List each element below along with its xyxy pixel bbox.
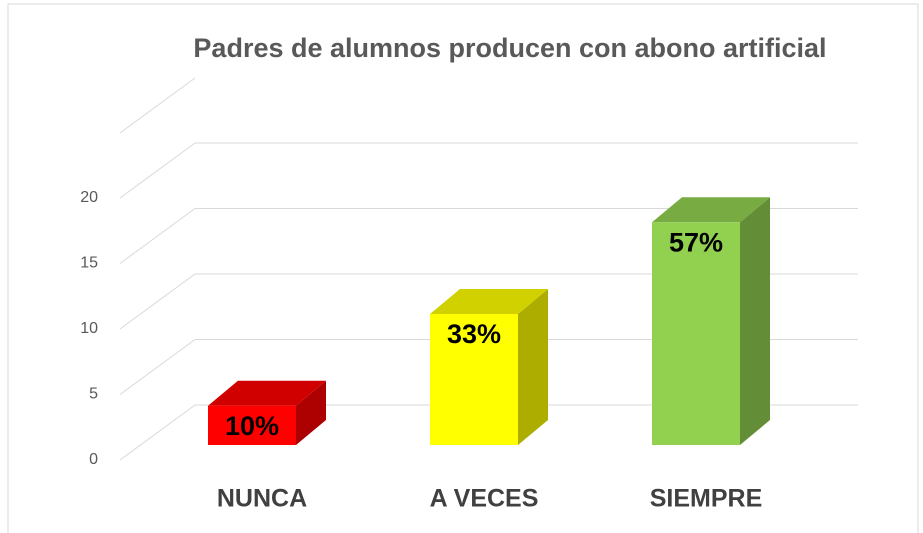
bar-top (208, 380, 326, 406)
y-tick-label: 20 (80, 189, 98, 206)
chart-title: Padres de alumnos producen con abono art… (193, 33, 827, 63)
bar-side (296, 380, 326, 445)
x-tick-label: NUNCA (217, 485, 307, 513)
grid-line (119, 208, 196, 264)
bar-side (518, 289, 548, 445)
x-tick-label: A VECES (430, 485, 539, 513)
grid-line (119, 142, 196, 199)
y-tick-label: 5 (89, 386, 98, 403)
y-tick-label: 15 (80, 255, 98, 272)
bar (652, 222, 740, 445)
chart-border (7, 3, 919, 533)
grid-line (119, 273, 196, 330)
plane-edge (119, 77, 196, 134)
data-label: 33% (447, 319, 501, 349)
y-tick-label: 10 (80, 320, 98, 337)
bar-top (430, 289, 548, 314)
y-tick-label: 0 (89, 451, 98, 468)
grid-line (119, 404, 196, 461)
x-tick-label: SIEMPRE (650, 485, 763, 513)
bar (208, 405, 296, 445)
data-label: 10% (225, 411, 279, 441)
data-label: 57% (669, 227, 723, 257)
bar-side (740, 197, 770, 445)
grid-line (119, 339, 196, 395)
bar (430, 314, 518, 445)
bar-top (652, 197, 770, 223)
